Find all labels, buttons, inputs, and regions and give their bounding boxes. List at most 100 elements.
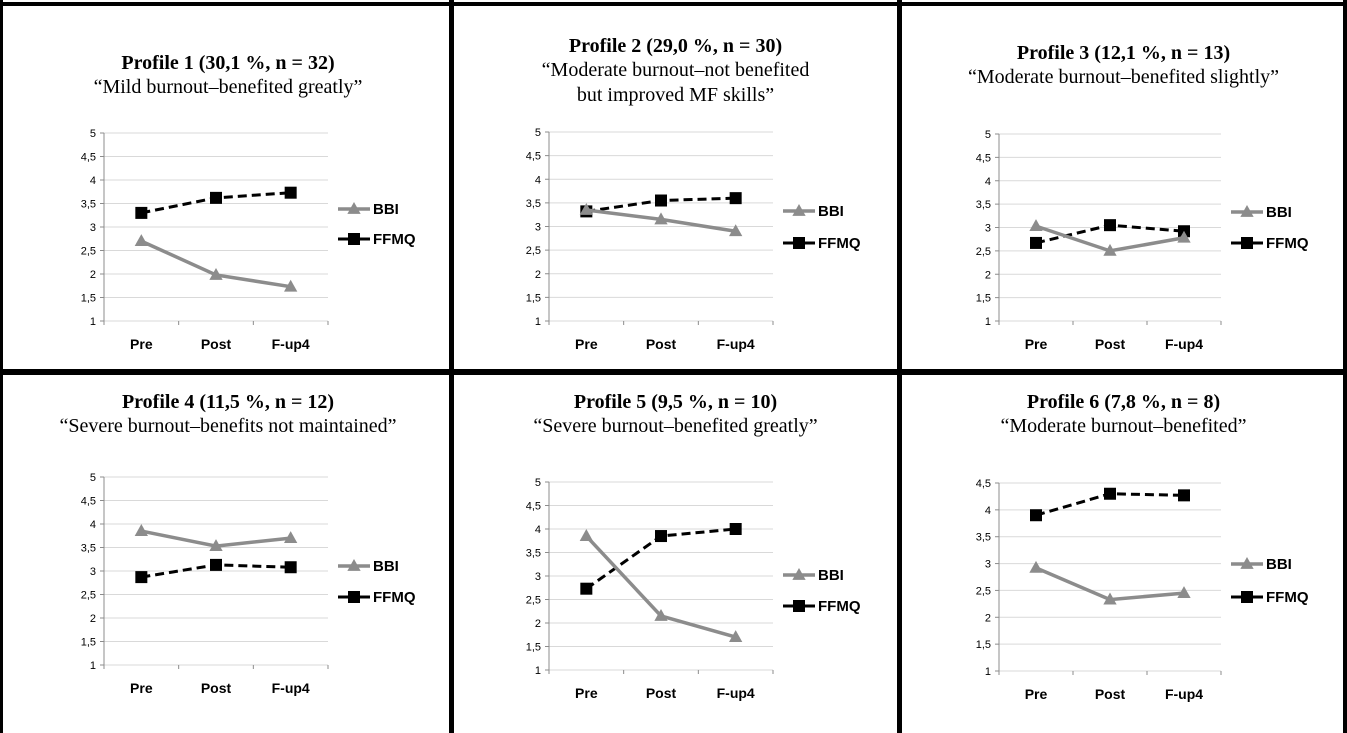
profile-title: Profile 5 (9,5 %, n = 10) [573,391,778,413]
y-tick-label: 3,5 [526,198,541,210]
y-tick-label: 1,5 [526,642,541,654]
y-tick-label: 3,5 [81,199,96,211]
x-tick-label: Pre [575,685,598,701]
bbi-series-line [140,239,291,289]
chart-svg: 1 1,5 2 2,5 3 3,5 4 4,5 5 Pre Post F-up4 BBI FFMQ [526,127,861,352]
chart-svg: 1 1,5 2 2,5 3 3,5 4 4,5 5 Pre Post F-up4 BBI FFMQ [526,477,861,701]
legend-label: BBI [373,558,399,575]
x-tick-label: Post [646,336,677,352]
bbi-legend-marker [347,559,361,571]
ffmq-marker [655,530,667,543]
profile-subtitle: “Moderate burnout–benefited slightly” [967,66,1279,88]
bbi-marker [654,212,668,225]
y-tick-label: 4,5 [976,152,991,164]
bbi-marker [134,524,148,536]
legend-label: FFMQ [818,598,861,615]
ffmq-marker [655,194,667,207]
ffmq-marker [580,582,593,595]
y-tick-label: 3,5 [526,548,541,560]
y-tick-label: 4 [985,505,991,517]
ffmq-legend-marker [793,600,805,612]
bbi-legend-marker [1240,205,1254,217]
x-tick-label: F-up4 [1165,686,1203,702]
y-tick-label: 2 [535,618,541,630]
x-tick-label: Post [201,680,232,696]
ffmq-marker [135,571,148,584]
x-tick-label: F-up4 [272,336,310,352]
y-tick-label: 2,5 [526,245,541,257]
x-tick-label: Pre [130,680,153,696]
y-tick-label: 3 [535,222,541,234]
y-tick-label: 1,5 [976,293,991,305]
bbi-series-line [585,534,737,639]
y-tick-label: 2,5 [526,595,541,607]
x-tick-label: F-up4 [1165,336,1203,352]
legend-label: FFMQ [373,231,416,248]
y-tick-label: 4,5 [81,496,96,508]
bbi-marker [579,529,593,541]
ffmq-marker [1178,489,1190,502]
y-tick-label: 3 [90,222,96,234]
legend-label: BBI [373,201,399,218]
bbi-marker [209,539,223,551]
x-tick-label: Post [1095,686,1126,702]
profile-panel-5: Profile 5 (9,5 %, n = 10) “Severe burnout… [455,376,896,733]
ffmq-marker [284,186,297,199]
bbi-marker [1103,592,1117,605]
x-tick-label: Post [646,685,677,701]
legend-label: FFMQ [818,235,861,252]
y-tick-label: 4 [90,519,96,531]
ffmq-legend-marker [1241,591,1253,603]
y-tick-label: 4,5 [81,152,96,164]
profile-subtitle: “Mild burnout–benefited greatly” [93,76,363,98]
x-tick-label: F-up4 [272,680,310,696]
y-tick-label: 3,5 [976,532,991,544]
y-tick-label: 1 [90,316,96,328]
bbi-marker [1177,586,1191,599]
x-tick-label: Pre [130,336,153,352]
ffmq-marker [1030,509,1042,522]
chart-svg: 1 1,5 2 2,5 3 3,5 4 4,5 5 Pre Post F-up4 BBI FFMQ [976,129,1309,352]
bbi-legend-marker [792,204,806,216]
legend-label: BBI [1266,204,1292,221]
x-tick-label: Post [201,336,232,352]
y-tick-label: 3 [90,566,96,578]
y-tick-label: 2 [90,613,96,625]
profile-title: Profile 2 (29,0 %, n = 30) [568,35,783,57]
y-tick-label: 4 [535,174,541,186]
y-tick-label: 3,5 [976,199,991,211]
y-tick-label: 3,5 [81,543,96,555]
y-tick-label: 1,5 [976,639,991,651]
y-tick-label: 2,5 [976,585,991,597]
bbi-marker [284,531,298,543]
ffmq-marker [1104,219,1116,232]
y-tick-label: 4 [90,175,96,187]
bbi-marker [1029,560,1043,573]
bbi-marker [134,234,148,246]
ffmq-marker [135,206,148,219]
legend-label: BBI [818,567,844,584]
y-tick-label: 2,5 [81,246,96,258]
y-tick-label: 5 [985,129,991,141]
ffmq-legend-marker [793,237,805,249]
x-tick-label: Pre [1025,686,1048,702]
y-tick-label: 4 [535,524,541,536]
chart-svg: 1 1,5 2 2,5 3 3,5 4 4,5 5 Pre Post F-up4 BBI FFMQ [81,472,416,696]
bbi-legend-marker [347,202,361,214]
ffmq-legend-marker [1241,237,1253,249]
profile-panel-1: Profile 1 (30,1 %, n = 32) “Mild burnout–… [8,10,448,369]
bbi-marker [579,202,593,215]
profile-subtitle: “Moderate burnout–benefited” [1000,415,1247,437]
y-tick-label: 3 [535,571,541,583]
y-tick-label: 5 [535,477,541,489]
profile-title: Profile 1 (30,1 %, n = 32) [121,52,335,74]
y-tick-label: 1,5 [526,292,541,304]
bbi-marker [1029,219,1043,231]
bbi-legend-marker [1240,557,1254,569]
y-tick-label: 5 [90,472,96,484]
y-tick-label: 4 [985,176,991,188]
y-tick-label: 1 [535,316,541,328]
legend-label: FFMQ [1266,235,1309,252]
chart-svg: 1 1,5 2 2,5 3 3,5 4 4,5 5 Pre Post F-up4 BBI FFMQ [81,128,416,352]
